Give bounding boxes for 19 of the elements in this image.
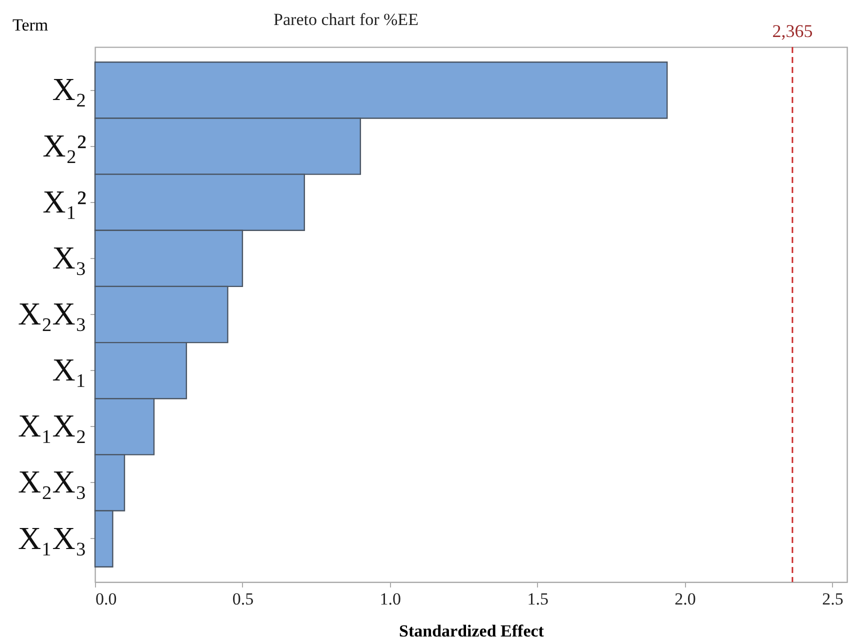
x-axis-title: Standardized Effect	[399, 622, 544, 640]
y-tick-label: X₂	[52, 71, 86, 108]
y-tick-label: X₁²	[42, 183, 86, 220]
x-tick-label: 0.5	[232, 590, 254, 608]
x-tick-label: 0.0	[96, 590, 117, 608]
y-tick-label: X₁X₃	[18, 520, 86, 556]
ref-line-label: 2,365	[772, 21, 813, 41]
x-tick-label: 2.5	[822, 590, 844, 608]
y-tick-label: X₂²	[42, 127, 86, 164]
y-tick-label: X₁X₂	[18, 408, 86, 444]
y-tick-label: X₂X₃	[18, 296, 86, 332]
y-axis-title: Term	[12, 16, 48, 34]
y-tick-label: X₁	[52, 352, 86, 388]
y-tick-label: X₃	[52, 239, 86, 276]
y-tick-label: X₂X₃	[18, 464, 86, 500]
x-tick-label: 1.0	[380, 590, 402, 608]
x-tick-label: 2.0	[674, 590, 696, 608]
chart-title: Pareto chart for %EE	[274, 10, 418, 29]
x-tick-label: 1.5	[527, 590, 548, 608]
